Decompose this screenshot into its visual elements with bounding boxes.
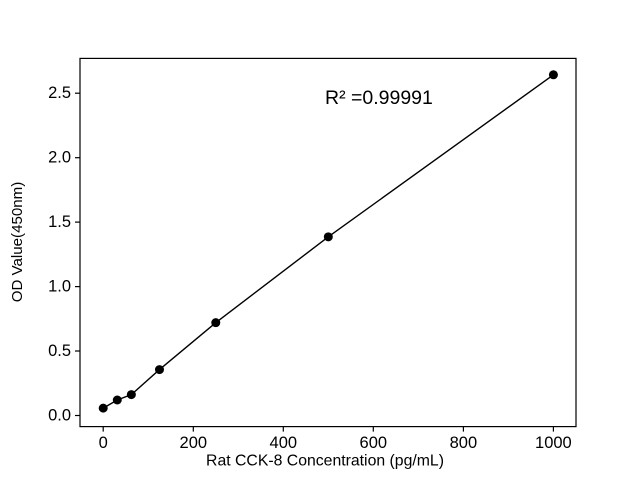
- svg-text:400: 400: [270, 434, 298, 452]
- svg-text:600: 600: [360, 434, 388, 452]
- svg-text:0.5: 0.5: [48, 342, 71, 360]
- svg-text:2.0: 2.0: [48, 149, 71, 167]
- svg-text:1000: 1000: [535, 434, 572, 452]
- svg-text:R² =0.99991: R² =0.99991: [325, 87, 433, 109]
- svg-text:200: 200: [180, 434, 208, 452]
- svg-text:0.0: 0.0: [48, 407, 71, 425]
- svg-text:1.0: 1.0: [48, 278, 71, 296]
- svg-text:OD Value(450nm): OD Value(450nm): [9, 182, 26, 303]
- svg-text:1.5: 1.5: [48, 213, 71, 231]
- svg-text:2.5: 2.5: [48, 84, 71, 102]
- svg-text:800: 800: [450, 434, 478, 452]
- svg-text:Rat CCK-8 Concentration (pg/mL: Rat CCK-8 Concentration (pg/mL): [206, 453, 444, 470]
- svg-text:0: 0: [99, 434, 108, 452]
